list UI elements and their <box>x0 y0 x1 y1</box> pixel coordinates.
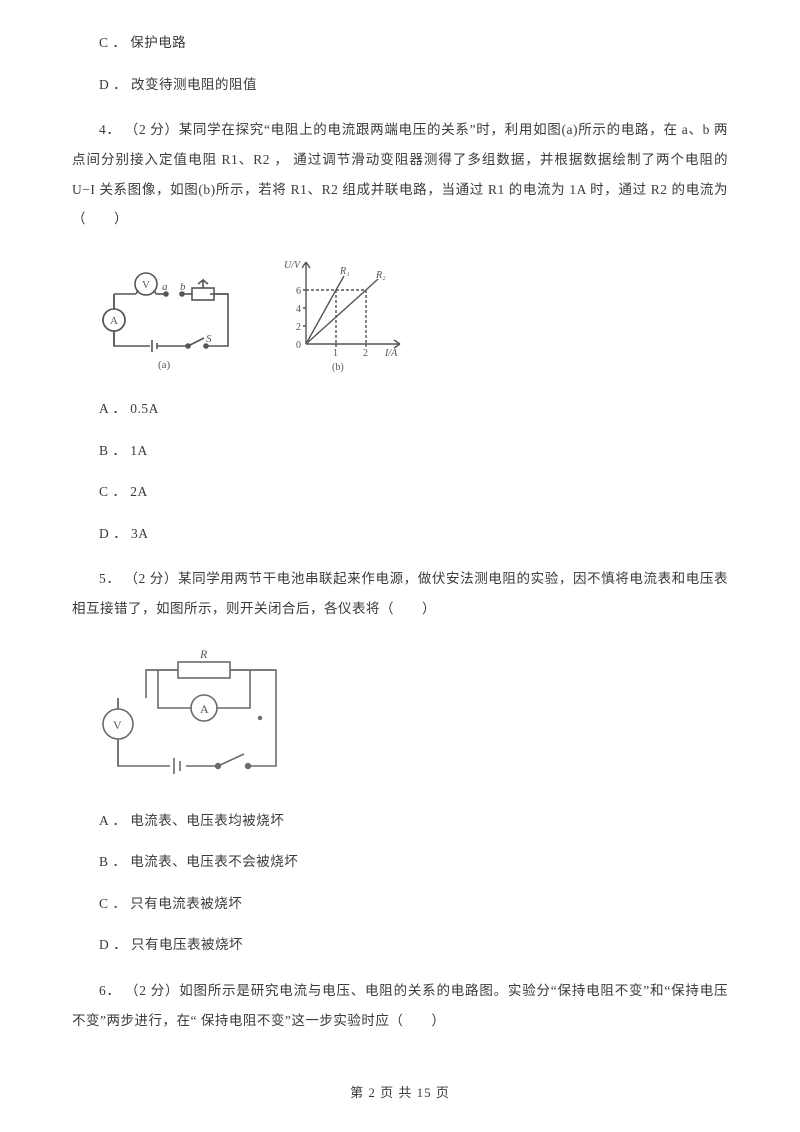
label-v2: V <box>113 718 122 732</box>
figure-circuit-a: V A a b S (a) <box>100 260 238 374</box>
q3-option-d: D ． 改变待测电阻的阻值 <box>72 74 728 96</box>
q5-text: 5． （2 分）某同学用两节干电池串联起来作电源，做伏安法测电阻的实验，因不慎将… <box>72 564 728 623</box>
ytick1: 2 <box>296 322 301 333</box>
xtick2: 2 <box>363 348 368 359</box>
ytick0: 0 <box>296 340 301 351</box>
ytick3: 6 <box>296 286 301 297</box>
label-b: b <box>180 281 186 293</box>
q5-option-c: C ． 只有电流表被烧坏 <box>72 893 728 915</box>
q4-option-c: C ． 2A <box>72 481 728 503</box>
caption-b: (b) <box>332 362 344 373</box>
q5-figure: R A V <box>100 646 728 782</box>
xlabel: I/A <box>384 348 398 359</box>
label-a2: A <box>200 702 209 716</box>
q4-option-b: B ． 1A <box>72 440 728 462</box>
q5-option-d: D ． 只有电压表被烧坏 <box>72 934 728 956</box>
q5-option-a: A ． 电流表、电压表均被烧坏 <box>72 810 728 832</box>
q4-figures: V A a b S (a) <box>100 256 728 374</box>
page-footer: 第 2 页 共 15 页 <box>0 1083 800 1104</box>
xtick1: 1 <box>333 348 338 359</box>
series-r2: R₂ <box>375 270 386 281</box>
figure-circuit-q5: R A V <box>100 646 290 782</box>
figure-graph-b: U/V I/A 0 2 4 6 1 2 R₁ R₂ (b) <box>278 256 414 374</box>
q5-option-b: B ． 电流表、电压表不会被烧坏 <box>72 851 728 873</box>
label-v: V <box>142 279 150 291</box>
label-r: R <box>199 647 208 661</box>
q4-text: 4． （2 分）某同学在探究“电阻上的电流跟两端电压的关系”时，利用如图(a)所… <box>72 115 728 234</box>
label-s: S <box>206 333 212 345</box>
q4-option-a: A ． 0.5A <box>72 398 728 420</box>
q6-text: 6． （2 分）如图所示是研究电流与电压、电阻的关系的电路图。实验分“保持电阻不… <box>72 976 728 1035</box>
ylabel: U/V <box>284 260 302 271</box>
series-r1: R₁ <box>339 266 350 277</box>
ytick2: 4 <box>296 304 301 315</box>
q3-option-c: C ． 保护电路 <box>72 32 728 54</box>
label-a: a <box>162 281 168 293</box>
label-a-meter: A <box>110 315 118 327</box>
caption-a: (a) <box>158 359 171 371</box>
q4-option-d: D ． 3A <box>72 523 728 545</box>
